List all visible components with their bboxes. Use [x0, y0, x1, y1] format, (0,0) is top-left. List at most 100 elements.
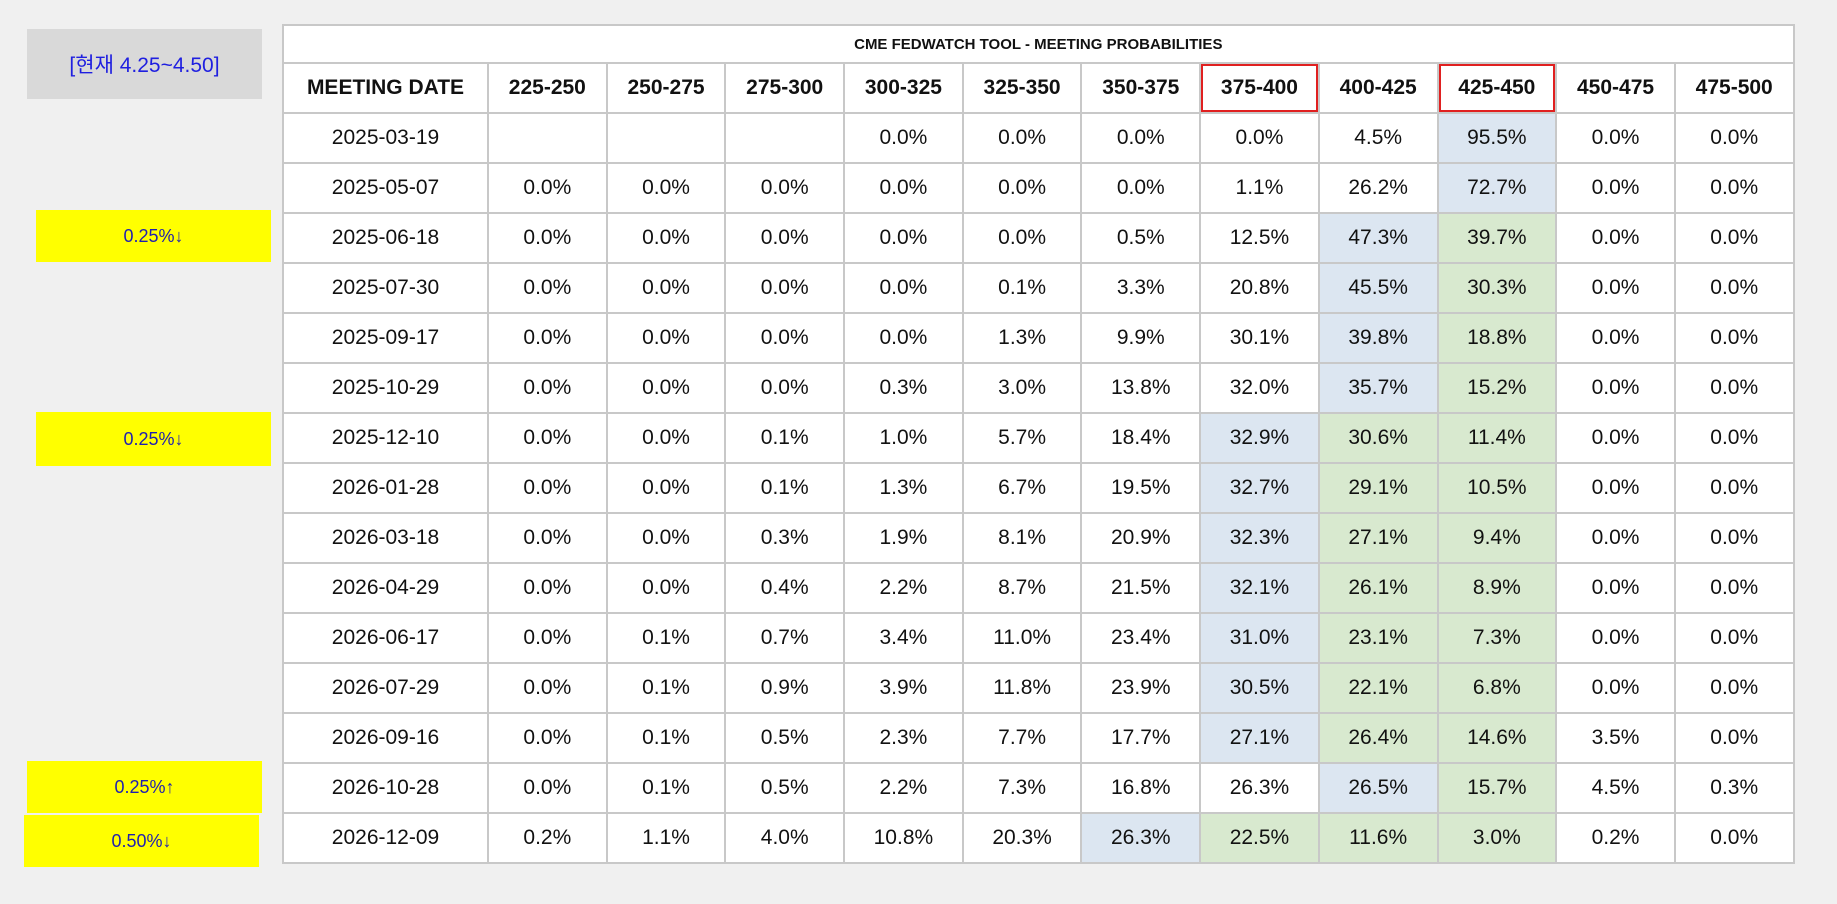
- probability-cell: 0.0%: [724, 262, 846, 314]
- table-row: 2025-06-18 0.0% 0.0% 0.0% 0.0% 0.0% 0.5% 12.5% 4…: [282, 212, 1795, 264]
- meeting-date-cell: 2025-07-30: [282, 262, 489, 314]
- probability-cell: 0.0%: [487, 512, 608, 564]
- probability-cell: 30.3%: [1436, 262, 1558, 314]
- probability-cell: 0.1%: [605, 712, 727, 764]
- probability-cell: 11.0%: [961, 612, 1083, 664]
- probability-cell: 0.4%: [724, 562, 846, 614]
- probability-cell: [487, 112, 608, 164]
- probability-cell: 0.0%: [487, 462, 608, 514]
- probability-cell: 13.8%: [1080, 362, 1202, 414]
- probability-cell: 0.0%: [605, 512, 727, 564]
- probability-cell: 0.5%: [724, 712, 846, 764]
- probability-cell: 12.5%: [1199, 212, 1320, 264]
- probability-cell: 26.5%: [1317, 762, 1439, 814]
- column-header-425-450: 425-450: [1436, 62, 1558, 114]
- probability-cell: 0.3%: [843, 362, 964, 414]
- probability-cell: 20.9%: [1080, 512, 1202, 564]
- probability-cell: 1.1%: [605, 812, 727, 864]
- probability-cell: 4.5%: [1555, 762, 1676, 814]
- probability-cell: 17.7%: [1080, 712, 1202, 764]
- table-row: 2026-03-18 0.0% 0.0% 0.3% 1.9% 8.1% 20.9% 32.3%…: [282, 512, 1795, 564]
- probability-cell: 9.4%: [1436, 512, 1558, 564]
- probability-cell: 0.0%: [1555, 362, 1676, 414]
- probability-cell: 0.0%: [1673, 562, 1795, 614]
- probability-cell: 0.0%: [724, 212, 846, 264]
- meeting-date-cell: 2026-09-16: [282, 712, 489, 764]
- probability-cell: 26.1%: [1317, 562, 1439, 614]
- probability-cell: 0.0%: [605, 262, 727, 314]
- meeting-date-cell: 2026-01-28: [282, 462, 489, 514]
- probability-cell: 0.1%: [605, 612, 727, 664]
- probability-cell: 2.3%: [843, 712, 964, 764]
- probability-cell: 0.0%: [1555, 612, 1676, 664]
- probability-cell: 0.0%: [487, 362, 608, 414]
- probability-cell: 6.8%: [1436, 662, 1558, 714]
- probability-cell: 26.3%: [1199, 762, 1320, 814]
- table-row: 2026-04-29 0.0% 0.0% 0.4% 2.2% 8.7% 21.5% 32.1%…: [282, 562, 1795, 614]
- probability-cell: 72.7%: [1436, 162, 1558, 214]
- probability-cell: 0.0%: [1555, 212, 1676, 264]
- probability-cell: 23.9%: [1080, 662, 1202, 714]
- probability-cell: 22.5%: [1199, 812, 1320, 864]
- probability-cell: 18.4%: [1080, 412, 1202, 464]
- probability-cell: 0.0%: [487, 312, 608, 364]
- probability-cell: 0.0%: [1673, 162, 1795, 214]
- probability-cell: 0.0%: [1555, 262, 1676, 314]
- probability-cell: 32.3%: [1199, 512, 1320, 564]
- probability-cell: 0.0%: [1080, 162, 1202, 214]
- probability-cell: 3.9%: [843, 662, 964, 714]
- probability-cell: 35.7%: [1317, 362, 1439, 414]
- probability-cell: 0.0%: [487, 762, 608, 814]
- probability-cell: 32.0%: [1199, 362, 1320, 414]
- probability-cell: 8.7%: [961, 562, 1083, 614]
- probability-cell: 0.0%: [487, 612, 608, 664]
- column-header-225-250: 225-250: [487, 62, 608, 114]
- rate-change-note: 0.25%↑: [27, 761, 262, 813]
- probability-cell: 0.0%: [605, 312, 727, 364]
- table-row: 2025-05-07 0.0% 0.0% 0.0% 0.0% 0.0% 0.0% 1.1% 26…: [282, 162, 1795, 214]
- table-row: 2026-12-09 0.2% 1.1% 4.0% 10.8% 20.3% 26.3% 22.…: [282, 812, 1795, 864]
- probability-cell: 0.0%: [1673, 362, 1795, 414]
- probability-cell: 0.2%: [487, 812, 608, 864]
- probability-cell: 1.0%: [843, 412, 964, 464]
- probability-cell: 47.3%: [1317, 212, 1439, 264]
- probability-cell: 2.2%: [843, 562, 964, 614]
- probability-cell: 39.7%: [1436, 212, 1558, 264]
- probability-cell: 11.4%: [1436, 412, 1558, 464]
- probability-cell: 7.3%: [961, 762, 1083, 814]
- probability-cell: 31.0%: [1199, 612, 1320, 664]
- probability-cell: 0.0%: [487, 562, 608, 614]
- probability-cell: 0.0%: [1555, 462, 1676, 514]
- probability-cell: 0.0%: [843, 162, 964, 214]
- probability-cell: 1.1%: [1199, 162, 1320, 214]
- probability-cell: 0.0%: [487, 212, 608, 264]
- probability-cell: 0.0%: [605, 462, 727, 514]
- probability-cell: 30.1%: [1199, 312, 1320, 364]
- probability-cell: 0.0%: [1555, 662, 1676, 714]
- probability-cell: 26.2%: [1317, 162, 1439, 214]
- probability-cell: 0.0%: [605, 162, 727, 214]
- meeting-date-cell: 2025-12-10: [282, 412, 489, 464]
- probability-cell: 0.0%: [1673, 412, 1795, 464]
- probability-cell: 1.3%: [843, 462, 964, 514]
- table-row: 2026-09-16 0.0% 0.1% 0.5% 2.3% 7.7% 17.7% 27.1%…: [282, 712, 1795, 764]
- probability-cell: [605, 112, 727, 164]
- column-header-meeting-date: MEETING DATE: [282, 62, 489, 114]
- probability-cell: 8.1%: [961, 512, 1083, 564]
- current-rate-label: [현재 4.25~4.50]: [27, 29, 262, 99]
- table-row: 2026-06-17 0.0% 0.1% 0.7% 3.4% 11.0% 23.4% 31.0…: [282, 612, 1795, 664]
- probability-cell: 20.3%: [961, 812, 1083, 864]
- probability-cell: 10.8%: [843, 812, 964, 864]
- probability-cell: 6.7%: [961, 462, 1083, 514]
- probability-cell: 30.5%: [1199, 662, 1320, 714]
- probability-cell: 0.0%: [1080, 112, 1202, 164]
- column-header-400-425: 400-425: [1317, 62, 1439, 114]
- meeting-date-cell: 2025-05-07: [282, 162, 489, 214]
- probability-cell: 26.3%: [1080, 812, 1202, 864]
- probability-cell: 3.5%: [1555, 712, 1676, 764]
- probability-cell: 0.0%: [605, 412, 727, 464]
- meeting-date-cell: 2026-06-17: [282, 612, 489, 664]
- column-header-375-400: 375-400: [1199, 62, 1320, 114]
- column-header-250-275: 250-275: [605, 62, 727, 114]
- probability-cell: 7.3%: [1436, 612, 1558, 664]
